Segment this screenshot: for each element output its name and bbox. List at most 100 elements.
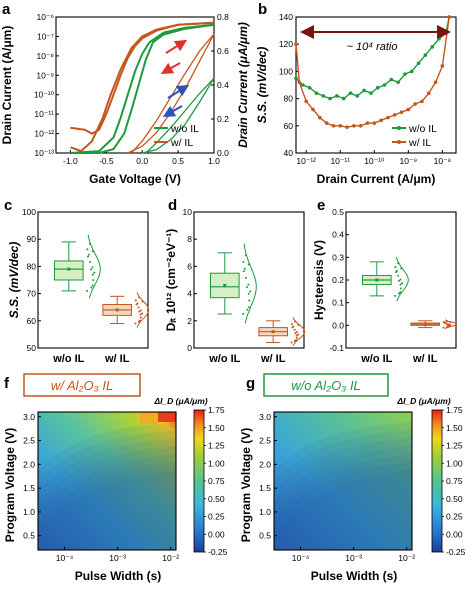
- d-body-point-wo: [247, 263, 250, 266]
- g-body-ytick-label: 3.0: [259, 412, 271, 422]
- panel-label-g: g: [246, 375, 255, 392]
- f-body-ytick-label: 2.5: [23, 436, 35, 446]
- b-xtick-label: 10⁻¹¹: [330, 156, 350, 166]
- b-point-wo: [314, 91, 319, 95]
- b-point-wo: [403, 72, 407, 76]
- c-body-point-w: [138, 310, 141, 313]
- a-ylabel-right: Drain Current (μA/μm): [236, 22, 250, 148]
- b-point-w: [386, 115, 390, 120]
- d-body-point-wo: [248, 299, 251, 302]
- f-body-contour: [38, 461, 176, 550]
- b-point-w: [331, 124, 336, 128]
- c-body-point-w: [141, 312, 144, 315]
- c-body-point-wo: [87, 253, 90, 256]
- c-body-point-wo: [93, 271, 96, 274]
- e-body-point-w: [443, 321, 446, 324]
- a-ytick-label: 10⁻¹²: [34, 129, 54, 139]
- a-ytick-label: 10⁻⁸: [36, 51, 54, 61]
- g-title-box: [263, 373, 389, 397]
- d-body-point-w: [293, 328, 296, 331]
- legend-b-w: w/ IL: [408, 137, 431, 149]
- e-body-ytick-label: 0.1: [332, 298, 344, 308]
- b-point-wo: [430, 45, 434, 49]
- g-body-cbar-label: 1.25: [446, 441, 463, 451]
- b-point-wo: [416, 61, 421, 66]
- d-body-ytick-label: 8: [187, 234, 192, 244]
- d-body-point-w: [294, 320, 297, 323]
- g-colorbar-label: ΔI_D (μA/μm): [396, 396, 450, 406]
- f-body-ytick-label: 2.0: [23, 459, 35, 469]
- b-point-wo: [328, 96, 332, 101]
- e-body-ytick-label: 0.3: [332, 252, 344, 262]
- d-body-mean-w: [271, 330, 275, 334]
- f-body-cbar-label: 1.75: [208, 405, 225, 415]
- e-body-xlabel-w: w/ IL: [412, 353, 438, 365]
- b-point-w: [304, 99, 309, 104]
- sweep-arrow-down-2: [162, 105, 183, 117]
- g-body-frame: [273, 411, 413, 551]
- f-body-cbar-label: -0.25: [208, 547, 228, 557]
- panel-a: a -1.0 -0.5 0.0 0.5 1.0 10⁻¹³ 10⁻¹² 10⁻¹¹ 10⁻¹⁰ 1…: [0, 1, 250, 186]
- a-ytick-label: 10⁻⁹: [36, 70, 54, 80]
- c-body-point-wo: [92, 279, 95, 282]
- g-body-contour: [274, 453, 412, 550]
- b-point-w: [420, 99, 424, 104]
- c-body-density-wo: [87, 234, 101, 299]
- e-body-point-wo: [395, 271, 398, 274]
- d-body-point-wo: [242, 313, 245, 315]
- b-point-w: [358, 124, 363, 128]
- b-xtick-label: 10⁻¹⁰: [364, 156, 385, 166]
- c-body-point-wo: [89, 268, 92, 271]
- b-point-w: [379, 118, 383, 123]
- b-point-wo: [335, 94, 339, 98]
- d-body-density-wo: [243, 243, 257, 324]
- a-series-w-il-linear: [127, 33, 215, 154]
- d-body-point-wo: [246, 308, 249, 311]
- panel-c-frame: [37, 211, 149, 349]
- e-body-point-wo: [400, 267, 403, 270]
- b-xtick-label: 10⁻⁹: [400, 156, 418, 166]
- g-body-contour: [274, 438, 412, 550]
- c-body-point-wo: [91, 284, 94, 287]
- b-point-w: [365, 121, 370, 125]
- g-body-xtick-label: 10⁻²: [398, 553, 415, 563]
- b-point-wo: [301, 83, 305, 87]
- f-body-cbar-label: 0.25: [208, 512, 225, 522]
- c-body-xlabel-wo: w/o IL: [52, 353, 84, 365]
- b-point-wo: [396, 80, 400, 85]
- d-body-ytick-label: 2: [187, 316, 192, 326]
- b-point-wo: [375, 85, 380, 90]
- c-body-point-w: [135, 303, 138, 306]
- d-ylabel: Dᵢₜ 10¹² (cm⁻²eV⁻¹): [164, 229, 178, 332]
- legend-a-w: w/ IL: [170, 137, 193, 149]
- e-body-point-wo: [397, 279, 400, 282]
- c-body-density-w: [136, 292, 150, 328]
- panel-label-d: d: [168, 197, 177, 214]
- a-ytick-label: 10⁻⁷: [37, 31, 54, 41]
- b-point-wo: [341, 96, 346, 101]
- c-body-point-w: [134, 299, 137, 302]
- d-body-xlabel-wo: w/o IL: [208, 353, 240, 365]
- c-body-point-wo: [86, 255, 89, 258]
- d-body-point-wo: [247, 283, 250, 286]
- b-xtick-label: 10⁻⁸: [434, 156, 452, 166]
- g-body-ytick-label: 0.5: [259, 531, 271, 541]
- a-xtick-label: 1.0: [208, 156, 220, 166]
- a-series-w-il: [70, 21, 215, 135]
- b-point-wo: [389, 77, 394, 82]
- panel-label-a: a: [2, 1, 11, 18]
- c-body-ytick-label: 70: [27, 289, 37, 299]
- b-point-w: [294, 42, 298, 46]
- f-ylabel: Program Voltage (V): [3, 428, 17, 542]
- c-body-mean-wo: [67, 267, 71, 271]
- d-body-ytick-label: 0: [187, 343, 192, 353]
- a-ytick-right-label: 0.0: [217, 148, 229, 158]
- d-body-mean-wo: [223, 283, 227, 287]
- panel-g: g w/o Al₂O₃ IL 10⁻⁴ 10⁻³ 10⁻² 0.5 1.0 1.5 2.0 2…: [239, 373, 466, 583]
- e-body-point-wo: [397, 292, 400, 295]
- d-body-point-w: [295, 336, 298, 339]
- g-body-contour: [274, 445, 412, 550]
- panel-f: f w/ Al₂O₃ IL 10⁻⁴ 10⁻³ 10⁻² 0.5 1.0 1.5 2.0 2.…: [3, 373, 228, 583]
- c-body-point-wo: [86, 248, 89, 251]
